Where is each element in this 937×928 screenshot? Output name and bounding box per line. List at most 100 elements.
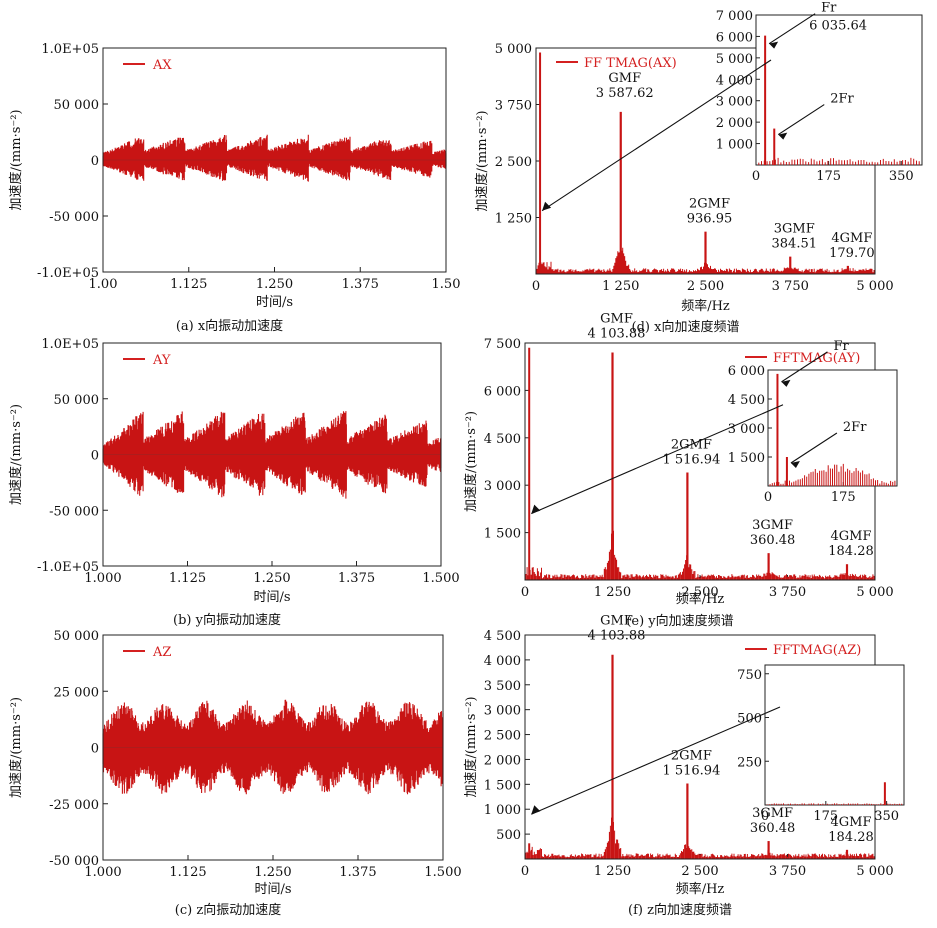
x-tick-label: 1.500 (422, 571, 459, 586)
x-tick-label: 2 500 (681, 585, 718, 600)
inset-pointer-arrow (541, 59, 772, 212)
inset-x-tick-label: 350 (889, 169, 914, 184)
x-tick-label: 0 (521, 864, 529, 879)
y-tick-label: -25 000 (49, 798, 99, 813)
chart-e-y-spectrum: 0 1 250 2 500 3 750 5 000 1 500 3 000 4 500 6 00… (463, 311, 898, 629)
x-axis-label: 频率/Hz (676, 881, 725, 897)
y-tick-label: 4 500 (484, 432, 521, 447)
x-axis-label: 时间/s (256, 295, 293, 310)
x-tick-label: 1.125 (169, 865, 206, 880)
inset-pointer-arrow (531, 706, 781, 815)
y-tick-label: 4 500 (484, 629, 521, 644)
y-tick-label: 5 000 (495, 42, 532, 57)
x-tick-label: 1.250 (253, 571, 290, 586)
signal-trace (102, 134, 447, 182)
inset-x-tick-label: 0 (761, 809, 769, 824)
figure-caption: (d) x向加速度频谱 (632, 319, 740, 335)
x-tick-label: 5 000 (856, 585, 893, 600)
inset-frame (755, 14, 923, 166)
x-tick-label: 1.125 (169, 571, 206, 586)
y-axis-label: 加速度/(mm·s⁻²) (8, 109, 24, 210)
y-tick-label: 4 000 (484, 654, 521, 669)
y-tick-label: -50 000 (49, 210, 99, 225)
x-tick-label: 1.00 (89, 277, 118, 292)
inset-y-tick-label: 1 500 (728, 451, 765, 466)
inset-x-tick-label: 175 (831, 490, 856, 505)
y-axis-label: 加速度/(mm·s⁻²) (8, 404, 24, 505)
peak-value-label: 184.28 (828, 830, 874, 845)
plot-frame (102, 634, 444, 861)
y-tick-label: 3 750 (495, 99, 532, 114)
arrow-head (778, 132, 788, 140)
inset-annotation-arrow (777, 104, 825, 136)
y-tick-label: 3 000 (484, 704, 521, 719)
inset-frame (767, 369, 898, 487)
y-tick-label: -50 000 (49, 504, 99, 519)
inset-peak-name: 2Fr (843, 420, 867, 435)
y-tick-label: 1.0E+05 (41, 42, 99, 57)
inset-x-tick-label: 0 (752, 169, 760, 184)
y-tick-label: 25 000 (54, 685, 100, 700)
inset-y-tick-label: 3 000 (728, 422, 765, 437)
inset-pointer-arrow (531, 404, 784, 515)
x-tick-label: 1 250 (594, 585, 631, 600)
inset-x-tick-label: 175 (813, 809, 838, 824)
inset-y-tick-label: 1 000 (716, 138, 753, 153)
y-tick-label: 1 500 (484, 778, 521, 793)
legend-label: FFTMAG(AZ) (773, 643, 861, 658)
signal-trace (102, 411, 442, 499)
y-tick-label: 50 000 (54, 98, 100, 113)
y-tick-label: 1 000 (484, 803, 521, 818)
inset-y-tick-label: 4 500 (728, 393, 765, 408)
figure-caption: (e) y向加速度频谱 (626, 613, 733, 629)
inset-y-tick-label: 5 000 (716, 52, 753, 67)
legend-label: FF TMAG(AX) (584, 56, 677, 71)
x-tick-label: 1.50 (432, 277, 461, 292)
inset-y-tick-label: 4 000 (716, 73, 753, 88)
peak-name-label: 4GMF (831, 815, 872, 830)
x-tick-label: 1.250 (256, 277, 293, 292)
inset-y-tick-label: 7 000 (716, 9, 753, 24)
peak-value-label: 4 103.88 (588, 326, 646, 341)
x-tick-label: 1.000 (84, 571, 121, 586)
y-axis-label: 加速度/(mm·s⁻²) (8, 697, 24, 798)
y-tick-label: 500 (496, 828, 521, 843)
chart-d-x-spectrum: 0 1 250 2 500 3 750 5 000 1 250 2 500 3 750 5 00… (474, 1, 923, 335)
x-tick-label: 1.250 (254, 865, 291, 880)
arrow-head (769, 41, 779, 49)
inset-peak-name: 2Fr (830, 92, 854, 107)
inset-annotation-arrow (768, 13, 816, 45)
x-tick-label: 3 750 (769, 864, 806, 879)
x-tick-label: 1.500 (424, 865, 461, 880)
figure-caption: (b) y向振动加速度 (173, 612, 281, 628)
x-axis-label: 频率/Hz (676, 591, 725, 607)
x-axis-label: 时间/s (254, 882, 291, 897)
y-tick-label: 7 500 (484, 337, 521, 352)
inset-x-tick-label: 350 (874, 809, 899, 824)
inset-x-tick-label: 175 (816, 169, 841, 184)
peak-name-label: GMF (608, 71, 641, 86)
x-tick-label: 2 500 (681, 864, 718, 879)
inset-annotation-arrow (781, 351, 828, 383)
y-tick-label: 50 000 (54, 393, 100, 408)
x-tick-label: 1.375 (338, 571, 375, 586)
inset-annotation-arrow (790, 432, 838, 464)
x-tick-label: 1 250 (602, 279, 639, 294)
peak-name-label: 4GMF (831, 231, 872, 246)
y-tick-label: 0 (91, 742, 99, 757)
y-tick-label: 1.0E+05 (41, 337, 99, 352)
y-tick-label: 2 500 (484, 729, 521, 744)
inset-x-tick-label: 0 (764, 490, 772, 505)
peak-value-label: 184.28 (828, 544, 874, 559)
spectrum-trace (524, 530, 876, 580)
y-tick-label: -50 000 (49, 854, 99, 869)
arrow-head (790, 461, 800, 468)
plot-frame (102, 342, 442, 567)
arrow-head (531, 805, 541, 815)
peak-name-label: 2GMF (671, 748, 712, 763)
figure-caption: (a) x向振动加速度 (176, 318, 283, 334)
inset-y-tick-label: 3 000 (716, 95, 753, 110)
inset-y-tick-label: 6 000 (716, 30, 753, 45)
y-axis-label: 加速度/(mm·s⁻²) (463, 411, 479, 512)
y-tick-label: 1 250 (495, 212, 532, 227)
